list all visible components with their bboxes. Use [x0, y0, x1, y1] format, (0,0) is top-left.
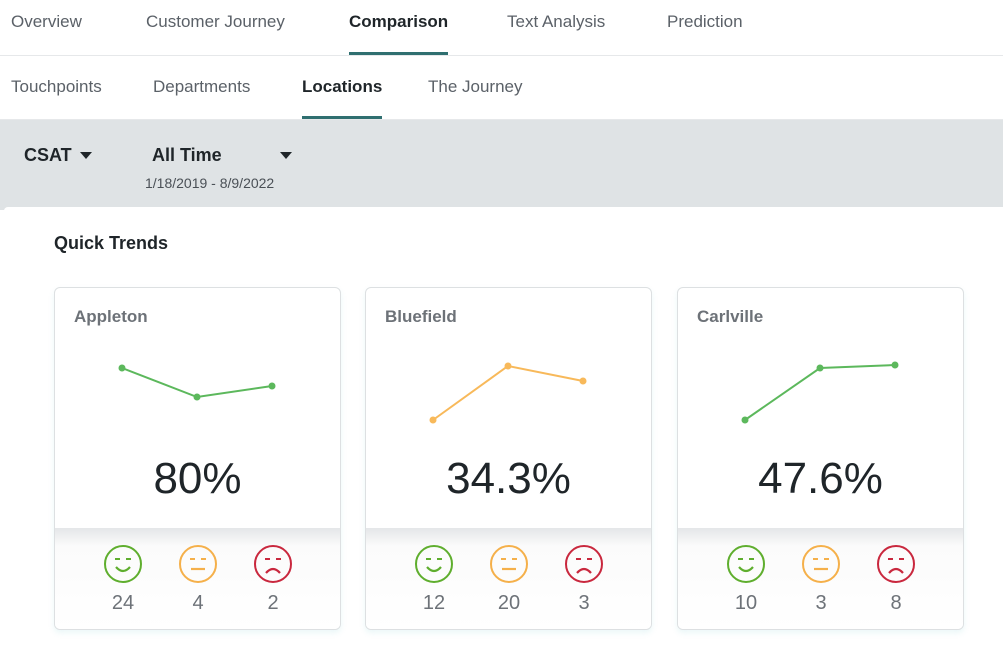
- trend-line: [432, 364, 584, 421]
- location-card[interactable]: Appleton 80% 24 4 2: [54, 287, 341, 630]
- date-range: 1/18/2019 - 8/9/2022: [145, 175, 275, 191]
- period-value: All Time: [152, 145, 222, 165]
- neutral-count: 3: [815, 592, 827, 614]
- trend-line: [121, 367, 273, 399]
- csat-value: 80%: [153, 454, 242, 503]
- trend-point: [193, 393, 201, 401]
- filter-bar: CSAT All Time 1/18/2019 - 8/9/2022: [0, 120, 1003, 210]
- tab-text-analysis[interactable]: Text Analysis: [507, 12, 606, 31]
- location-name: Bluefield: [385, 307, 457, 326]
- trend-line: [744, 364, 896, 421]
- tab-the-journey[interactable]: The Journey: [428, 77, 523, 96]
- trend-point: [741, 416, 749, 424]
- trend-point: [268, 382, 276, 390]
- happy-face-icon: [103, 544, 143, 584]
- happy-face-icon: [726, 544, 766, 584]
- neutral-face-icon: [178, 544, 218, 584]
- tab-prediction[interactable]: Prediction: [667, 12, 743, 31]
- sad-face-icon: [253, 544, 293, 584]
- metric-value: CSAT: [24, 145, 72, 165]
- trend-point: [891, 361, 899, 369]
- neutral-count: 20: [497, 592, 521, 614]
- period-dropdown[interactable]: All Time: [152, 145, 294, 166]
- csat-value: 47.6%: [758, 454, 883, 503]
- tab-overview[interactable]: Overview: [11, 12, 82, 31]
- happy-face-icon: [414, 544, 454, 584]
- trend-sparkline: [429, 362, 587, 424]
- happy-count: 24: [111, 592, 135, 614]
- trend-sparkline: [118, 364, 276, 401]
- sad-face-icon: [876, 544, 916, 584]
- trend-point: [429, 416, 437, 424]
- caret-down-icon: [280, 152, 292, 159]
- neutral-face-icon: [801, 544, 841, 584]
- happy-count: 10: [734, 592, 758, 614]
- tab-touchpoints[interactable]: Touchpoints: [11, 77, 102, 96]
- sentiment-counts: 24 4 2: [55, 528, 340, 629]
- tab-comparison[interactable]: Comparison: [349, 0, 449, 55]
- caret-down-icon: [80, 152, 92, 159]
- metric-dropdown[interactable]: CSAT: [24, 145, 94, 166]
- trend-point: [118, 364, 126, 372]
- location-name: Appleton: [74, 307, 148, 326]
- sad-face-icon: [564, 544, 604, 584]
- sad-count: 3: [578, 592, 590, 614]
- neutral-face-icon: [489, 544, 529, 584]
- tab-locations[interactable]: Locations: [302, 56, 383, 119]
- csat-value: 34.3%: [446, 454, 571, 503]
- sub-tabs: Touchpoints Departments Locations The Jo…: [0, 56, 1003, 120]
- location-card[interactable]: Bluefield 34.3% 12 20 3: [365, 287, 652, 630]
- sentiment-counts: 10 3 8: [678, 528, 963, 629]
- sad-count: 8: [890, 592, 902, 614]
- location-name: Carlville: [697, 307, 764, 326]
- happy-count: 12: [422, 592, 446, 614]
- trend-point: [504, 362, 512, 370]
- quick-trends-panel: Quick Trends Appleton 80% 24 4 2 Bluefield 34.…: [4, 207, 1003, 660]
- tab-departments[interactable]: Departments: [153, 77, 251, 96]
- trend-point: [816, 364, 824, 372]
- tab-customer-journey[interactable]: Customer Journey: [146, 12, 285, 31]
- sentiment-counts: 12 20 3: [366, 528, 651, 629]
- section-title: Quick Trends: [54, 233, 169, 253]
- trend-sparkline: [741, 361, 899, 424]
- trend-point: [579, 377, 587, 385]
- sad-count: 2: [267, 592, 279, 614]
- main-tabs: Overview Customer Journey Comparison Tex…: [0, 0, 1003, 56]
- location-card[interactable]: Carlville 47.6% 10 3 8: [677, 287, 964, 630]
- neutral-count: 4: [192, 592, 204, 614]
